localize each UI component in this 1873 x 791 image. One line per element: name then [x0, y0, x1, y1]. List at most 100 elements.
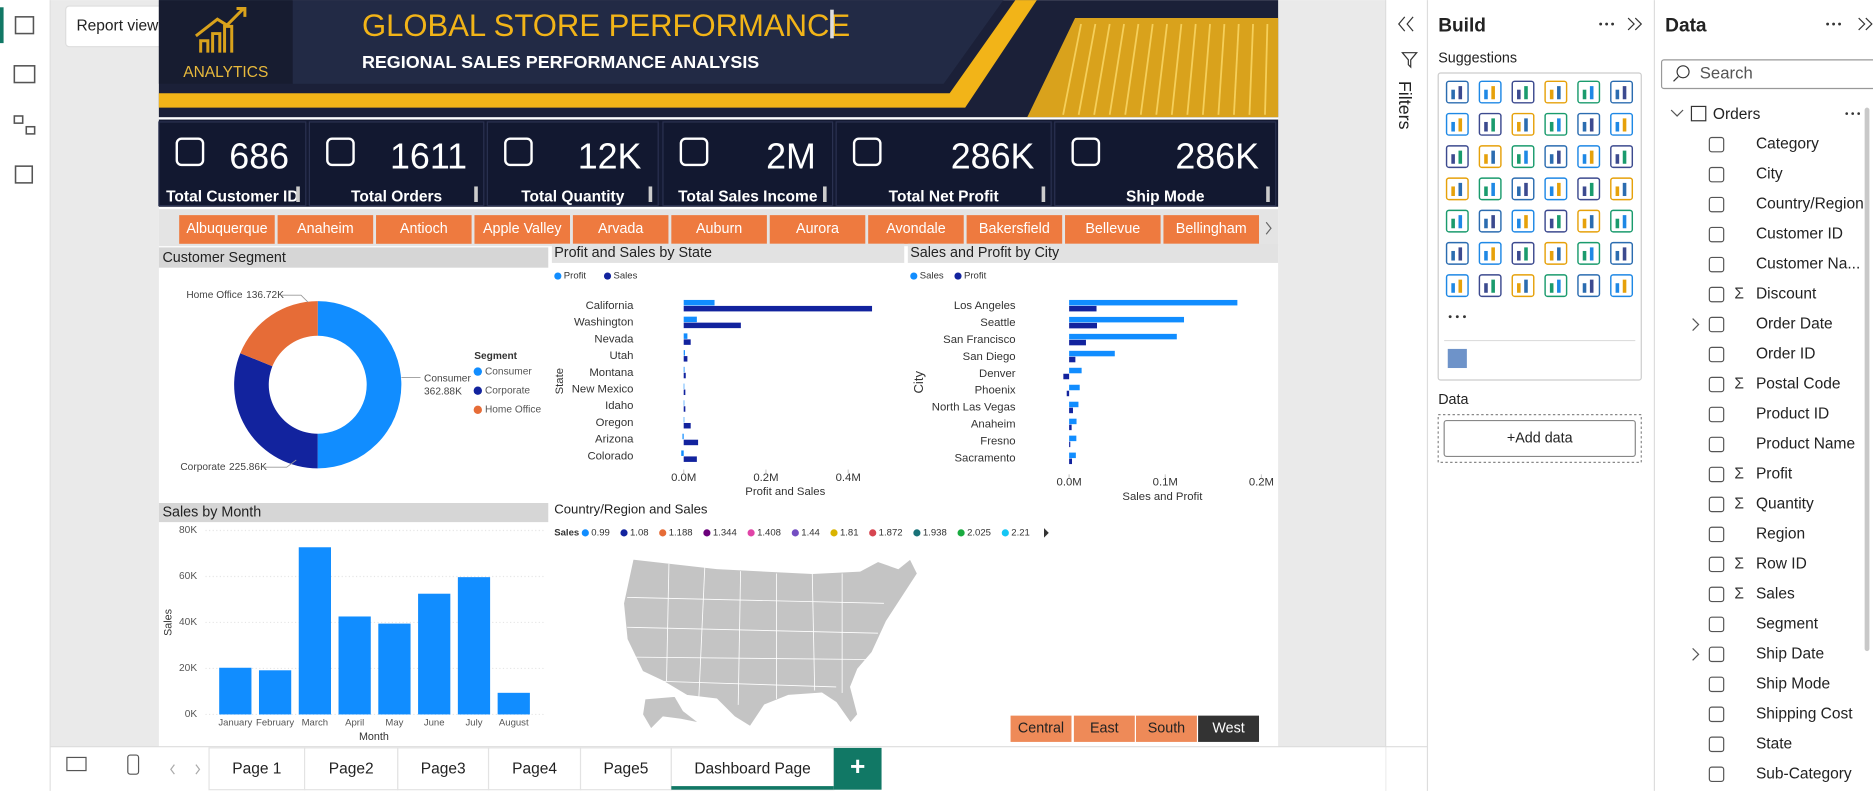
phone-icon[interactable] [127, 754, 140, 775]
legend-next[interactable] [1044, 528, 1049, 538]
field-checkbox[interactable] [1708, 136, 1725, 153]
visual-type-icon[interactable] [1511, 80, 1535, 104]
page-tab[interactable] [208, 747, 306, 791]
search-box[interactable] [1660, 59, 1873, 90]
slicer-button[interactable] [769, 215, 866, 244]
visual-type-icon[interactable] [1577, 209, 1601, 233]
visual-type-icon[interactable] [1445, 241, 1469, 265]
visual-type-icon[interactable] [1478, 209, 1502, 233]
visual-type-icon[interactable] [1478, 145, 1502, 169]
slicer-button[interactable] [1198, 715, 1260, 742]
field-checkbox[interactable] [1708, 226, 1725, 243]
visual-type-icon[interactable] [1544, 145, 1568, 169]
visual-type-icon[interactable] [1610, 209, 1634, 233]
report-view-icon[interactable] [14, 16, 35, 35]
slicer-button[interactable] [1073, 715, 1135, 742]
slicer-button[interactable] [1163, 215, 1260, 244]
slicer-button[interactable] [376, 215, 472, 244]
visual-type-icon[interactable] [1445, 112, 1469, 136]
visual-type-icon[interactable] [1577, 274, 1601, 298]
field-checkbox[interactable] [1708, 586, 1725, 603]
visual-type-icon[interactable] [1610, 274, 1634, 298]
page-tab[interactable] [304, 747, 399, 791]
visual-type-icon[interactable] [1478, 274, 1502, 298]
field-checkbox[interactable] [1708, 466, 1725, 483]
visual-type-icon[interactable] [1577, 112, 1601, 136]
visual-type-icon[interactable] [1577, 145, 1601, 169]
visual-type-icon[interactable] [1511, 112, 1535, 136]
visual-type-icon[interactable] [1610, 177, 1634, 201]
field-checkbox[interactable] [1708, 316, 1725, 333]
visual-type-icon[interactable] [1610, 145, 1634, 169]
visual-type-icon[interactable] [1445, 145, 1469, 169]
visual-type-icon[interactable] [1478, 241, 1502, 265]
slicer-button[interactable] [277, 215, 374, 244]
field-checkbox[interactable] [1708, 436, 1725, 453]
visual-type-icon[interactable] [1544, 112, 1568, 136]
slicer-button[interactable] [1135, 715, 1197, 742]
field-checkbox[interactable] [1708, 346, 1725, 363]
field-checkbox[interactable] [1708, 556, 1725, 573]
visual-type-icon[interactable] [1511, 274, 1535, 298]
slicer-button[interactable] [868, 215, 964, 244]
slicer-button[interactable] [966, 215, 1063, 244]
slicer-button[interactable] [572, 215, 669, 244]
custom-visual-icon[interactable] [1447, 348, 1467, 369]
visual-type-icon[interactable] [1445, 209, 1469, 233]
field-checkbox[interactable] [1708, 616, 1725, 633]
page-tab[interactable] [397, 747, 490, 791]
page-tab[interactable] [579, 747, 672, 791]
visual-type-icon[interactable] [1478, 80, 1502, 104]
visual-type-icon[interactable] [1445, 177, 1469, 201]
slicer-button[interactable] [179, 215, 275, 244]
field-checkbox[interactable] [1708, 646, 1725, 663]
visual-type-icon[interactable] [1511, 241, 1535, 265]
field-checkbox[interactable] [1708, 256, 1725, 273]
collapse-icon[interactable] [1397, 16, 1414, 32]
field-checkbox[interactable] [1708, 736, 1725, 753]
desktop-icon[interactable] [66, 756, 87, 772]
visual-type-icon[interactable] [1577, 241, 1601, 265]
visual-type-icon[interactable] [1577, 177, 1601, 201]
slicer-button[interactable] [474, 215, 571, 244]
dax-view-icon[interactable] [14, 165, 34, 184]
slicer-button[interactable] [1065, 215, 1161, 244]
visual-type-icon[interactable] [1511, 145, 1535, 169]
add-data-button[interactable] [1443, 419, 1636, 458]
field-checkbox[interactable] [1708, 676, 1725, 693]
visual-type-icon[interactable] [1544, 80, 1568, 104]
visual-type-icon[interactable] [1610, 241, 1634, 265]
field-checkbox[interactable] [1708, 706, 1725, 723]
visual-type-icon[interactable] [1445, 80, 1469, 104]
visual-type-icon[interactable] [1544, 177, 1568, 201]
field-checkbox[interactable] [1708, 406, 1725, 423]
slicer-button[interactable] [671, 215, 767, 244]
visual-type-icon[interactable] [1478, 177, 1502, 201]
page-tab[interactable] [670, 747, 835, 791]
field-checkbox[interactable] [1708, 286, 1725, 303]
expand-chevron[interactable] [1692, 318, 1700, 331]
visual-type-icon[interactable] [1445, 274, 1469, 298]
page-tab[interactable] [487, 747, 582, 791]
visual-type-icon[interactable] [1544, 274, 1568, 298]
visual-type-icon[interactable] [1511, 177, 1535, 201]
model-view-icon[interactable] [13, 115, 24, 124]
field-checkbox[interactable] [1708, 496, 1725, 513]
field-checkbox[interactable] [1708, 766, 1725, 783]
visual-type-icon[interactable] [1610, 80, 1634, 104]
field-checkbox[interactable] [1708, 196, 1725, 213]
expand-chevron[interactable] [1692, 647, 1700, 661]
add-page-button[interactable] [833, 747, 882, 790]
field-checkbox[interactable] [1708, 166, 1725, 183]
field-checkbox[interactable] [1708, 526, 1725, 543]
visual-type-icon[interactable] [1610, 112, 1634, 136]
visual-type-icon[interactable] [1478, 112, 1502, 136]
filters-strip[interactable] [1385, 0, 1428, 747]
visual-type-icon[interactable] [1577, 80, 1601, 104]
visual-type-icon[interactable] [1511, 209, 1535, 233]
table-view-icon[interactable] [13, 65, 36, 84]
slicer-button[interactable] [1010, 715, 1072, 742]
slicer-next[interactable] [1265, 221, 1272, 235]
visual-type-icon[interactable] [1544, 241, 1568, 265]
field-checkbox[interactable] [1708, 376, 1725, 393]
